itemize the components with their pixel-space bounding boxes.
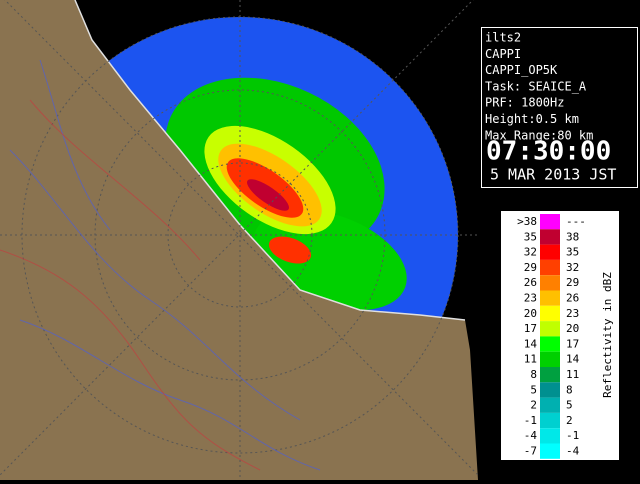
legend-low: 26 [524, 276, 537, 289]
legend-high: -4 [566, 445, 580, 458]
legend-low: >38 [517, 215, 537, 228]
legend-swatch [540, 229, 560, 245]
legend-high: 11 [566, 368, 579, 381]
legend-low: 29 [524, 261, 537, 274]
legend-high: --- [566, 215, 586, 228]
legend-low: 2 [530, 399, 537, 412]
legend-swatch [540, 305, 560, 322]
legend-high: 8 [566, 383, 573, 396]
legend-high: 23 [566, 307, 579, 320]
info-panel [481, 27, 638, 188]
info-line: Max Range:80 km [485, 128, 593, 142]
legend-low: 20 [524, 307, 537, 320]
legend-high: 29 [566, 276, 579, 289]
legend-label: Reflectivity in dBZ [601, 272, 614, 398]
legend-swatch [540, 382, 560, 398]
legend-low: 8 [530, 368, 537, 381]
legend-low: -1 [524, 414, 537, 427]
legend-high: 2 [566, 414, 573, 427]
legend-low: 35 [524, 230, 537, 243]
info-line: Height:0.5 km [485, 112, 579, 126]
legend-low: 17 [524, 322, 537, 335]
legend-swatch [540, 290, 560, 306]
legend-swatch [540, 336, 560, 352]
legend-swatch [540, 244, 560, 260]
legend-swatch [540, 214, 560, 230]
legend-low: 5 [530, 383, 537, 396]
legend-swatch [540, 351, 560, 367]
legend-swatch [540, 443, 560, 459]
legend-low: -7 [524, 445, 537, 458]
legend-low: 11 [524, 353, 537, 366]
legend-high: 32 [566, 261, 579, 274]
legend-high: 35 [566, 246, 579, 259]
legend-high: 5 [566, 399, 573, 412]
time: 07:30:00 [486, 137, 611, 167]
range-rings [0, 0, 478, 480]
radar-map [0, 0, 478, 480]
info-line: Task: SEAICE_A [485, 79, 587, 93]
legend-high: 20 [566, 322, 579, 335]
legend-swatch [540, 321, 560, 337]
info-line: ilts2 [485, 31, 521, 45]
legend-swatch [540, 275, 560, 291]
info-line: PRF: 1800Hz [485, 96, 564, 110]
legend-swatch [540, 397, 560, 413]
legend-high: 38 [566, 230, 579, 243]
legend-low: 23 [524, 292, 537, 305]
legend-high: 26 [566, 292, 579, 305]
legend-low: -4 [524, 429, 538, 442]
legend-swatch [540, 367, 560, 383]
legend-swatch [540, 259, 560, 276]
info-line: CAPPI [485, 47, 521, 61]
legend-high: 14 [566, 353, 580, 366]
legend-high: 17 [566, 337, 579, 350]
legend-low: 14 [524, 337, 538, 350]
date: 5 MAR 2013 JST [490, 166, 616, 184]
legend-low: 32 [524, 246, 537, 259]
legend-swatch [540, 428, 560, 444]
land [0, 0, 478, 480]
legend-swatch [540, 412, 560, 429]
legend-high: -1 [566, 429, 579, 442]
info-line: CAPPI_OP5K [485, 63, 558, 77]
